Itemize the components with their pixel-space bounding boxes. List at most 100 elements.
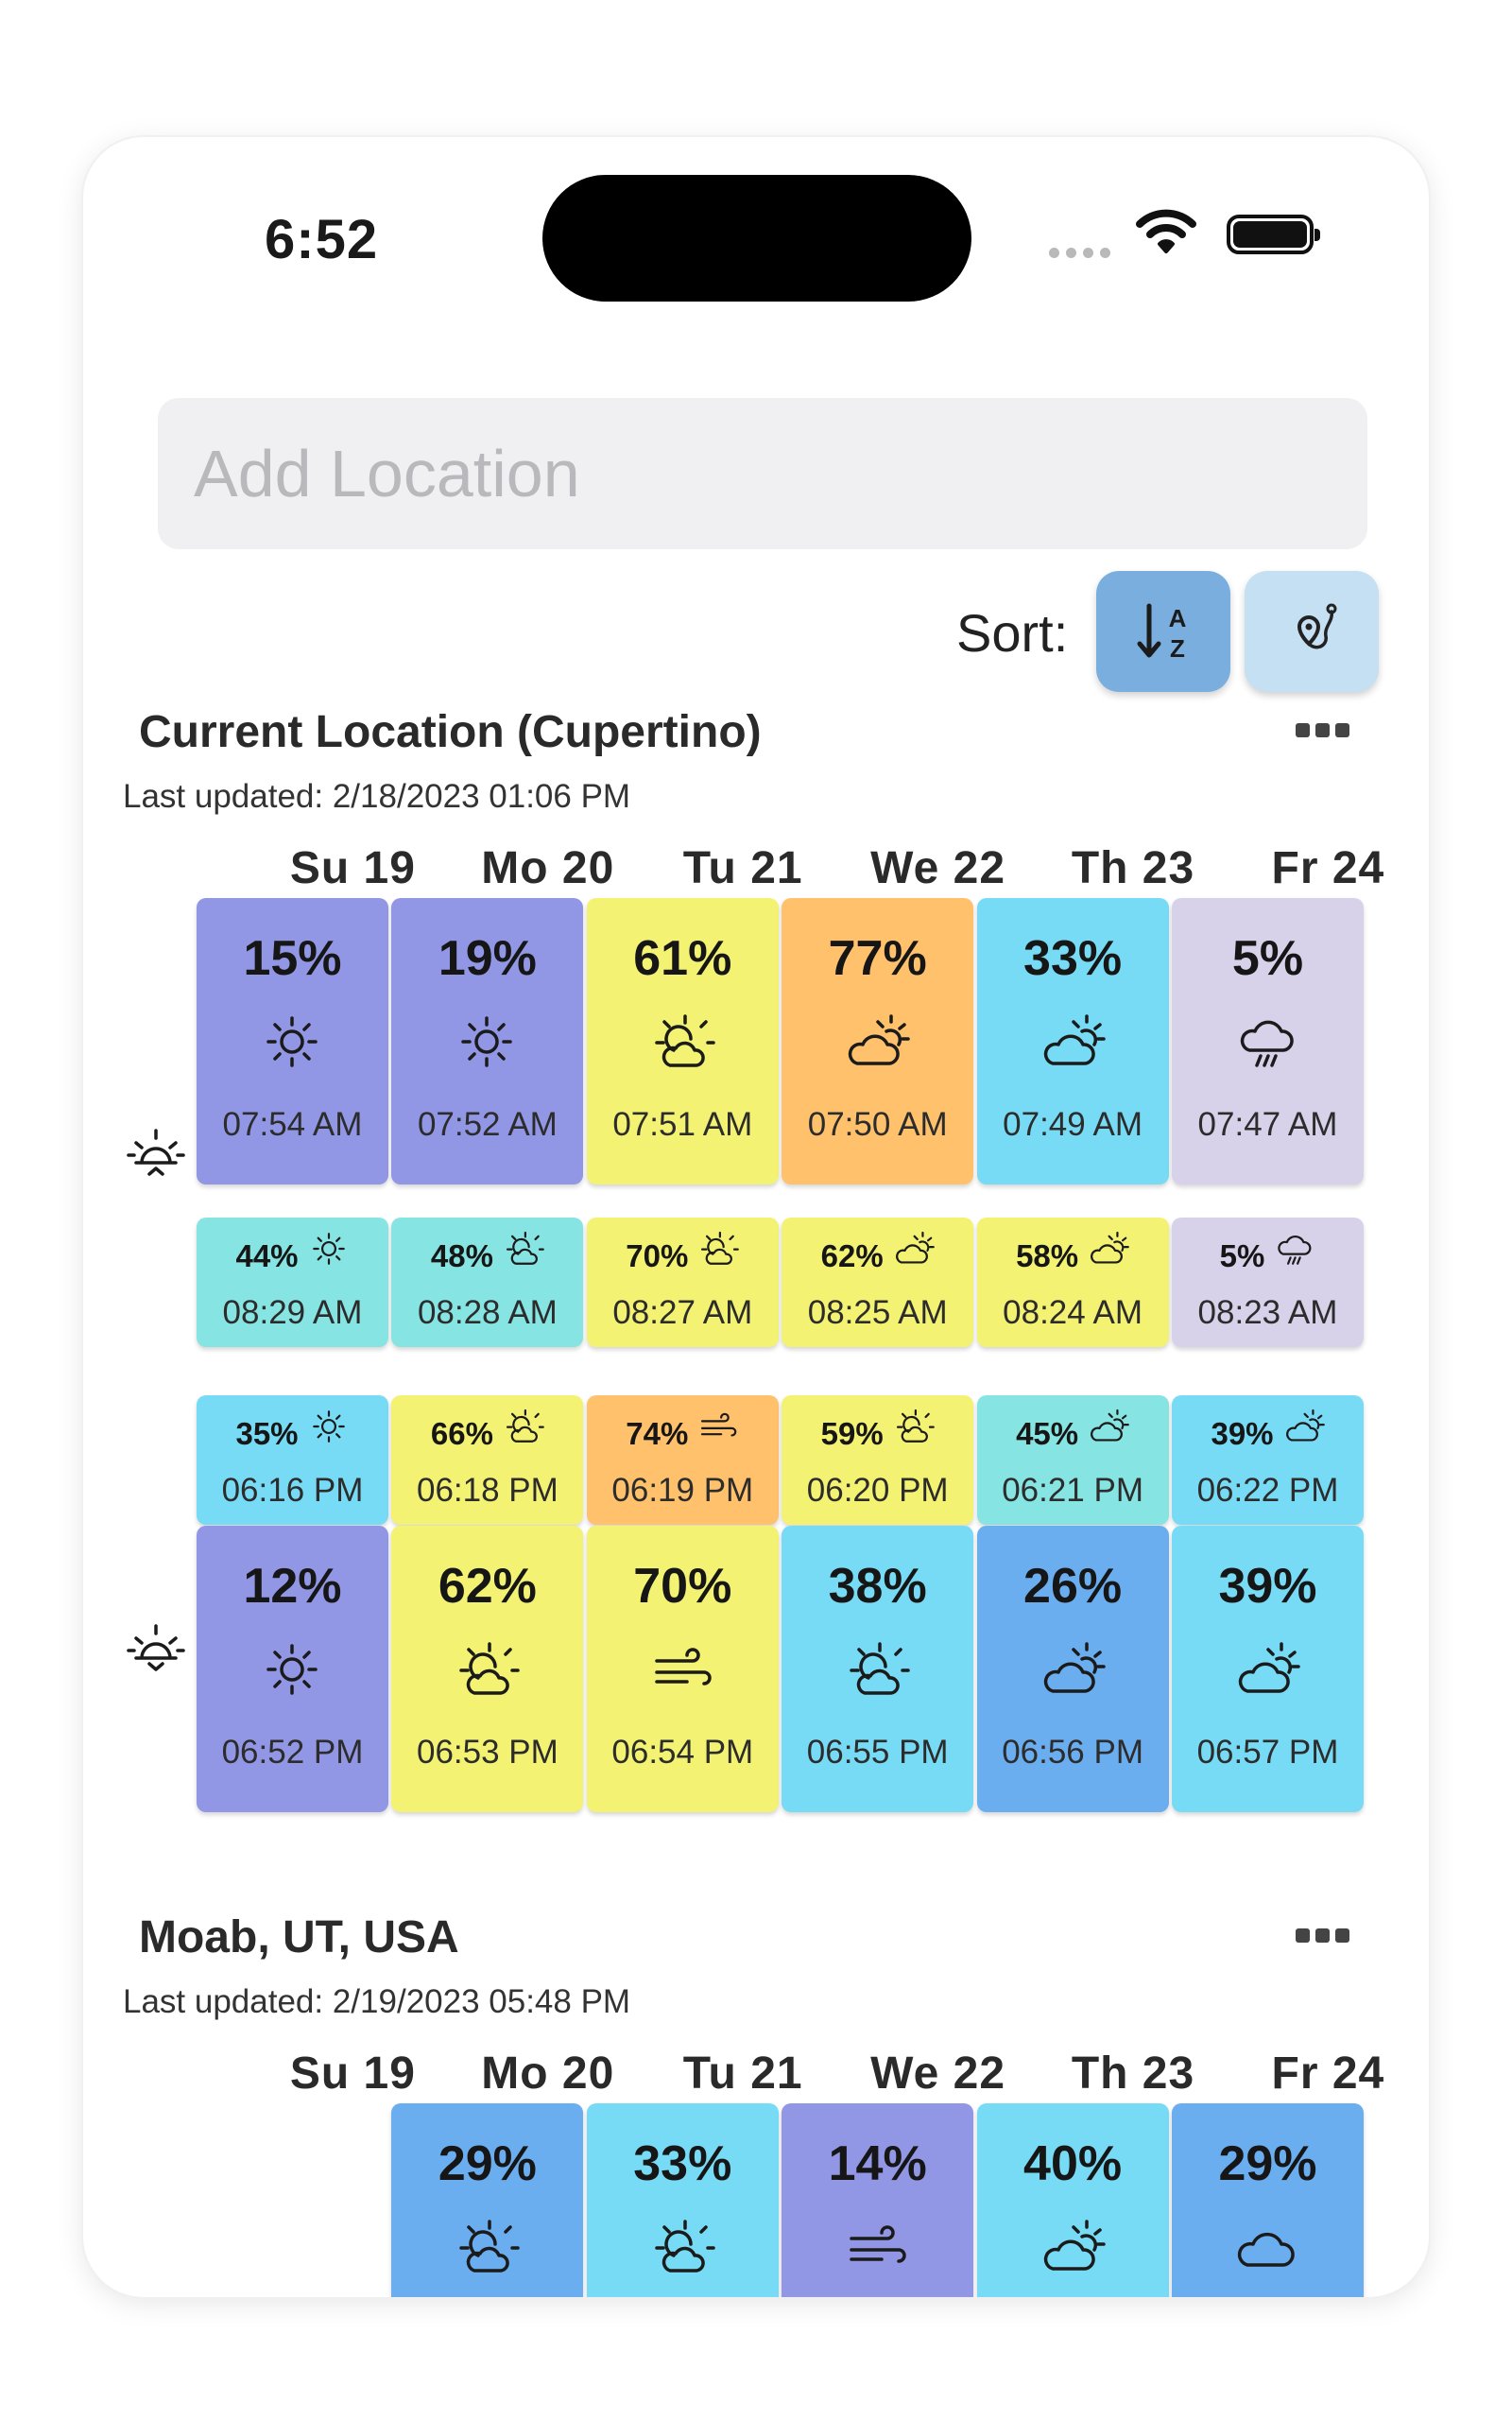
day-label: Fr 24 <box>1271 843 1385 893</box>
forecast-card[interactable]: 5% 07:47 AM <box>1172 898 1364 1184</box>
golden-hour-card[interactable]: 58% 08:24 AM <box>976 1218 1169 1347</box>
sun-cloud-icon <box>459 1642 521 1695</box>
location-menu-button[interactable] <box>1296 1928 1349 1943</box>
svg-text:A: A <box>1169 604 1187 632</box>
event-time: 08:23 AM <box>1197 1294 1338 1331</box>
phone-screen: 6:52 Sort: A Z Current Location (Cuperti… <box>83 137 1429 2297</box>
forecast-card[interactable]: 38% 06:55 PM <box>782 1526 974 1812</box>
golden-hour-card[interactable]: 74% 06:19 PM <box>586 1395 779 1525</box>
wind-icon <box>850 2225 906 2263</box>
event-time: 08:27 AM <box>612 1294 753 1331</box>
golden-hour-card[interactable]: 35% 06:16 PM <box>197 1395 388 1525</box>
cellular-signal-icon <box>1049 248 1110 258</box>
probability: 39% <box>1218 1559 1317 1614</box>
forecast-card[interactable]: 61% 07:51 AM <box>586 898 779 1184</box>
sun-cloud-icon <box>896 1409 935 1443</box>
day-header-row: Su 19 Mo 20 Tu 21 We 22 Th 23 Fr 24 <box>83 2048 1429 2104</box>
svg-text:Z: Z <box>1170 634 1185 663</box>
cloud-sun-icon <box>1091 1231 1129 1264</box>
probability: 59% <box>820 1416 884 1451</box>
sunset-icon <box>127 1624 185 1671</box>
sun-icon <box>312 1410 345 1443</box>
event-time: 07:49 AM <box>1003 1106 1143 1143</box>
forecast-card[interactable]: 26% 06:56 PM <box>976 1526 1169 1812</box>
day-label: Mo 20 <box>481 843 615 893</box>
forecast-card[interactable]: 33% <box>586 2103 779 2297</box>
probability: 77% <box>828 931 927 986</box>
probability: 33% <box>633 2136 732 2191</box>
golden-hour-card[interactable]: 44% 08:29 AM <box>197 1218 388 1347</box>
day-label: Fr 24 <box>1271 2048 1385 2099</box>
probability: 35% <box>235 1416 299 1451</box>
probability: 40% <box>1023 2136 1123 2191</box>
golden-hour-card[interactable]: 59% 06:20 PM <box>782 1395 974 1525</box>
day-label: We 22 <box>870 843 1006 893</box>
probability: 29% <box>438 2136 537 2191</box>
sunrise-icon <box>127 1129 185 1176</box>
sun-icon <box>266 1016 318 1067</box>
event-time: 06:57 PM <box>1196 1734 1339 1771</box>
day-label: Th 23 <box>1071 2048 1195 2099</box>
sun-icon <box>266 1644 318 1695</box>
forecast-card[interactable]: 77% 07:50 AM <box>782 898 974 1184</box>
wind-icon <box>701 1412 737 1437</box>
event-time: 06:52 PM <box>221 1734 364 1771</box>
probability: 33% <box>1023 931 1123 986</box>
probability: 58% <box>1016 1238 1079 1273</box>
probability: 39% <box>1211 1416 1274 1451</box>
golden-hour-card[interactable]: 48% 08:28 AM <box>391 1218 584 1347</box>
probability: 5% <box>1219 1238 1265 1273</box>
forecast-card[interactable]: 33% 07:49 AM <box>976 898 1169 1184</box>
event-time: 07:47 AM <box>1197 1106 1338 1143</box>
event-time: 06:53 PM <box>416 1734 558 1771</box>
probability: 45% <box>1016 1416 1079 1451</box>
cloud-sun-icon <box>1285 1409 1325 1442</box>
probability: 70% <box>633 1559 732 1614</box>
forecast-card[interactable]: 14% <box>782 2103 974 2297</box>
golden-hour-card[interactable]: 66% 06:18 PM <box>391 1395 584 1525</box>
probability: 74% <box>626 1416 689 1451</box>
probability: 62% <box>438 1559 537 1614</box>
golden-hour-card[interactable]: 39% 06:22 PM <box>1172 1395 1364 1525</box>
forecast-card[interactable]: 29% <box>1172 2103 1364 2297</box>
sort-distance-button[interactable] <box>1245 571 1379 692</box>
event-time: 06:19 PM <box>611 1472 754 1509</box>
forecast-card[interactable]: 15% 07:54 AM <box>197 898 388 1184</box>
sun-icon <box>461 1016 513 1067</box>
probability: 66% <box>430 1416 493 1451</box>
probability: 70% <box>626 1238 689 1273</box>
add-location-input[interactable] <box>158 398 1367 549</box>
event-time: 06:18 PM <box>416 1472 558 1509</box>
event-time: 06:54 PM <box>611 1734 754 1771</box>
forecast-card[interactable]: 12% 06:52 PM <box>197 1526 388 1812</box>
forecast-card[interactable]: 70% 06:54 PM <box>586 1526 779 1812</box>
sort-alphabetical-button[interactable]: A Z <box>1096 571 1230 692</box>
cloud-sun-icon <box>1091 1409 1129 1442</box>
cloud-sun-icon <box>1043 1642 1106 1693</box>
probability: 44% <box>235 1238 299 1273</box>
golden-hour-card[interactable]: 62% 08:25 AM <box>782 1218 974 1347</box>
dynamic-island <box>542 175 971 302</box>
forecast-card[interactable]: 39% 06:57 PM <box>1172 1526 1364 1812</box>
location-title: Current Location (Cupertino) <box>139 707 762 757</box>
rain-cloud-icon <box>1278 1236 1312 1265</box>
probability: 62% <box>820 1238 884 1273</box>
day-label: Mo 20 <box>481 2048 615 2099</box>
golden-hour-card[interactable]: 5% 08:23 AM <box>1172 1218 1364 1347</box>
cloud-sun-icon <box>1043 1014 1106 1065</box>
day-label: Su 19 <box>289 2048 416 2099</box>
location-menu-button[interactable] <box>1296 723 1349 737</box>
golden-hour-card[interactable]: 45% 06:21 PM <box>976 1395 1169 1525</box>
golden-hour-card[interactable]: 70% 08:27 AM <box>586 1218 779 1347</box>
sun-cloud-icon <box>701 1231 740 1265</box>
event-time: 06:56 PM <box>1002 1734 1143 1771</box>
forecast-card[interactable]: 19% 07:52 AM <box>391 898 584 1184</box>
day-header-row: Su 19 Mo 20 Tu 21 We 22 Th 23 Fr 24 <box>83 842 1429 899</box>
sort-label: Sort: <box>956 603 1069 663</box>
event-time: 07:50 AM <box>807 1106 948 1143</box>
forecast-card[interactable]: 62% 06:53 PM <box>391 1526 584 1812</box>
forecast-card[interactable]: 29% <box>391 2103 584 2297</box>
event-time: 06:20 PM <box>806 1472 949 1509</box>
battery-icon <box>1227 215 1320 254</box>
forecast-card[interactable]: 40% <box>976 2103 1169 2297</box>
